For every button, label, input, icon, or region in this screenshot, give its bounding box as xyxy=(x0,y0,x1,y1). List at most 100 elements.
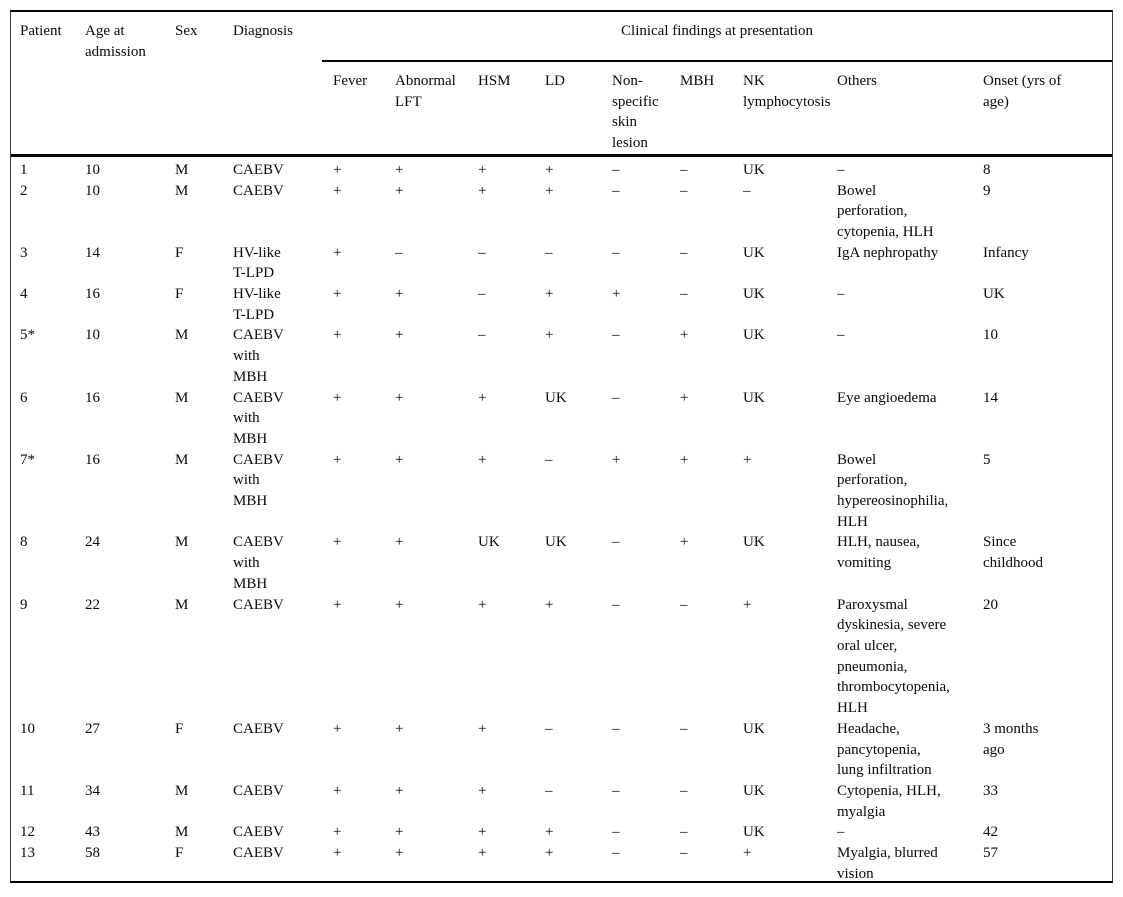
cell-hsm: – xyxy=(478,244,486,261)
cell-hsm: + xyxy=(478,451,487,468)
cell-age: 27 xyxy=(85,720,100,737)
cell-age: 24 xyxy=(85,534,100,551)
cell-patient: 9 xyxy=(20,596,28,613)
cell-diagnosis: CAEBV xyxy=(233,782,284,799)
col-header-age: Age at admission xyxy=(85,12,175,157)
cell-lft: – xyxy=(395,244,403,261)
cell-sex: M xyxy=(175,451,189,468)
cell-lft: + xyxy=(395,824,404,841)
cell-onset: 14 xyxy=(983,389,998,406)
cell-others: IgA nephropathy xyxy=(837,244,939,261)
cell-others: Eye angioedema xyxy=(837,389,937,406)
cell-sex: M xyxy=(175,782,189,799)
cell-diagnosis: CAEBV with MBH xyxy=(233,451,284,510)
cell-lft: + xyxy=(395,596,404,613)
cell-hsm: + xyxy=(478,845,487,862)
cell-patient: 2 xyxy=(20,182,28,199)
cell-ld: UK xyxy=(545,534,567,551)
cell-others: – xyxy=(837,327,845,344)
cell-skin: – xyxy=(612,782,620,799)
cell-skin: – xyxy=(612,845,620,862)
cell-onset: 42 xyxy=(983,824,998,841)
cell-diagnosis: HV-like T-LPD xyxy=(233,286,281,323)
cell-others: Myalgia, blurred vision xyxy=(837,845,938,882)
cell-lft: + xyxy=(395,389,404,406)
cell-sex: M xyxy=(175,534,189,551)
col-header-diagnosis: Diagnosis xyxy=(233,12,322,157)
cell-diagnosis: CAEBV xyxy=(233,720,284,737)
cell-others: Headache, pancytopenia, lung infiltratio… xyxy=(837,720,932,779)
cell-ld: – xyxy=(545,782,553,799)
cell-patient: 5* xyxy=(20,327,35,344)
col-header-fever: Fever xyxy=(322,61,395,157)
cell-age: 58 xyxy=(85,845,100,862)
cell-patient: 12 xyxy=(20,824,35,841)
cell-mbh: – xyxy=(680,845,688,862)
cell-patient: 7* xyxy=(20,451,35,468)
patient-table-frame: Patient Age at admission Sex Diagnosis C… xyxy=(10,10,1113,883)
col-header-ld: LD xyxy=(545,61,612,157)
cell-mbh: – xyxy=(680,596,688,613)
cell-patient: 11 xyxy=(20,782,35,799)
cell-nk: UK xyxy=(743,327,765,344)
cell-lft: + xyxy=(395,720,404,737)
cell-ld: – xyxy=(545,451,553,468)
cell-hsm: – xyxy=(478,327,486,344)
table-row: 9 22 M CAEBV + + + + – – + Paroxysmal dyskinesia, s… xyxy=(11,595,1112,719)
cell-onset: 5 xyxy=(983,451,991,468)
table-row: 12 43 M CAEBV + + + + – – UK – 42 xyxy=(11,822,1112,843)
cell-onset: UK xyxy=(983,286,1005,303)
table-row: 2 10 M CAEBV + + + + – – – Bowel perforation, cytop… xyxy=(11,181,1112,243)
cell-diagnosis: CAEBV with MBH xyxy=(233,534,284,592)
cell-fever: + xyxy=(333,451,342,468)
cell-mbh: + xyxy=(680,451,689,468)
cell-others: – xyxy=(837,824,845,841)
cell-ld: + xyxy=(545,824,554,841)
cell-skin: – xyxy=(612,596,620,613)
cell-fever: + xyxy=(333,596,342,613)
cell-age: 16 xyxy=(85,451,100,468)
cell-ld: UK xyxy=(545,389,567,406)
cell-mbh: – xyxy=(680,824,688,841)
table-header: Patient Age at admission Sex Diagnosis C… xyxy=(11,12,1112,157)
cell-lft: + xyxy=(395,286,404,303)
col-header-mbh: MBH xyxy=(680,61,743,157)
cell-lft: + xyxy=(395,327,404,344)
cell-ld: + xyxy=(545,327,554,344)
table-row: 7* 16 M CAEBV with MBH + + + – + + + Bowel perforat… xyxy=(11,450,1112,533)
cell-others: Paroxysmal dyskinesia, severe oral ulcer… xyxy=(837,596,950,717)
cell-sex: F xyxy=(175,286,184,303)
cell-age: 16 xyxy=(85,389,100,406)
cell-hsm: UK xyxy=(478,534,500,551)
cell-nk: UK xyxy=(743,534,765,551)
cell-mbh: – xyxy=(680,782,688,799)
cell-others: Bowel perforation, cytopenia, HLH xyxy=(837,182,934,240)
table-row: 3 14 F HV-like T-LPD + – – – – – UK IgA nephropathy… xyxy=(11,243,1112,284)
cell-onset: 8 xyxy=(983,161,991,178)
cell-nk: + xyxy=(743,845,752,862)
cell-patient: 6 xyxy=(20,389,28,406)
cell-others: Bowel perforation, hypereosinophilia, HL… xyxy=(837,451,949,530)
header-row-top: Patient Age at admission Sex Diagnosis C… xyxy=(11,12,1112,157)
cell-mbh: + xyxy=(680,327,689,344)
cell-nk: UK xyxy=(743,782,765,799)
cell-skin: – xyxy=(612,824,620,841)
cell-diagnosis: CAEBV xyxy=(233,161,284,178)
cell-diagnosis: CAEBV xyxy=(233,182,284,199)
cell-fever: + xyxy=(333,534,342,551)
cell-mbh: – xyxy=(680,286,688,303)
cell-patient: 10 xyxy=(20,720,35,737)
cell-fever: + xyxy=(333,824,342,841)
cell-onset: 33 xyxy=(983,782,998,799)
cell-lft: + xyxy=(395,161,404,178)
cell-lft: + xyxy=(395,451,404,468)
cell-age: 34 xyxy=(85,782,100,799)
cell-age: 43 xyxy=(85,824,100,841)
cell-skin: – xyxy=(612,244,620,261)
table-row: 10 27 F CAEBV + + + – – – UK Headache, pancytopenia… xyxy=(11,719,1112,781)
cell-sex: M xyxy=(175,824,189,841)
cell-nk: UK xyxy=(743,244,765,261)
cell-onset: Since childhood xyxy=(983,534,1043,572)
cell-nk: UK xyxy=(743,389,765,406)
